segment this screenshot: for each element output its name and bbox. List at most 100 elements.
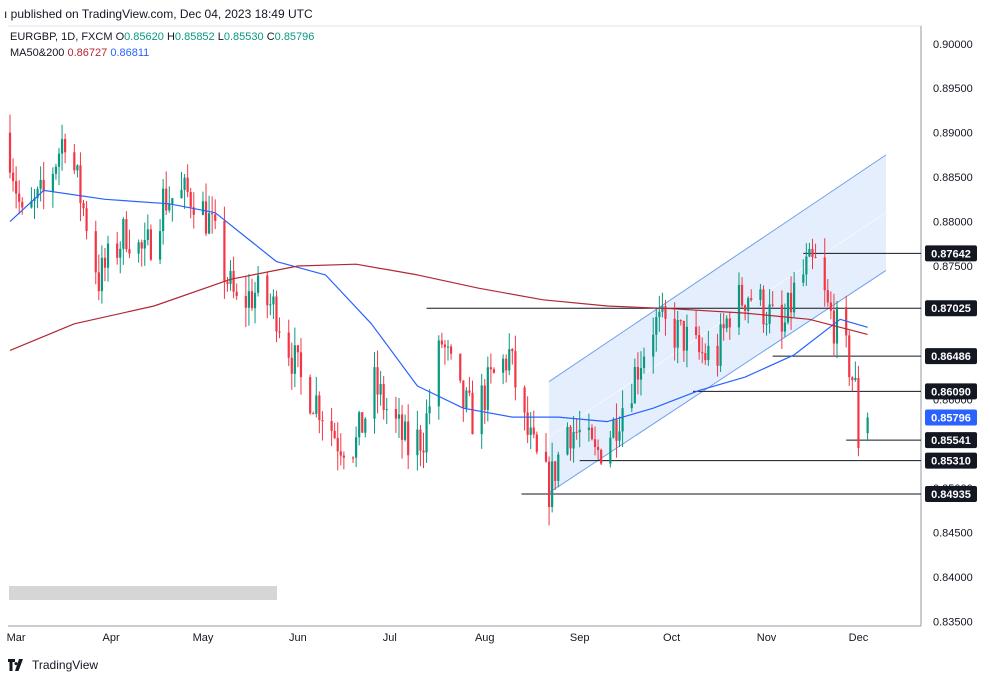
candle-body [486,367,489,410]
candle-body [400,414,404,440]
candle-body [685,326,689,351]
candle-body [211,213,214,215]
candle-body [673,318,676,348]
legend-low-value: 0.85530 [223,31,264,43]
y-tick-label: 0.89000 [933,128,973,140]
candle-body [376,367,379,395]
candle-body [633,366,636,404]
candle-body [250,291,254,309]
candle-body [290,357,293,374]
candle-body [266,275,269,306]
candle-body [514,351,517,388]
candle-body [385,409,388,411]
candle-body [694,326,698,336]
candle-body [707,345,710,361]
candle-body [272,296,275,305]
price-tag-label: 0.87642 [931,248,971,260]
candle-body [330,421,333,431]
price-tag-label: 0.85310 [931,456,971,468]
legend-symbol[interactable]: EURGBP, 1D, FXCM [10,31,113,43]
legend-low-label: L [217,31,224,43]
candle-body [382,384,385,410]
footer-brand[interactable]: TradingView [32,658,99,672]
candle-body [97,272,100,292]
price-tag-label: 0.85796 [931,412,971,424]
legend-ma-label[interactable]: MA50&200 [10,47,65,59]
x-tick-label: Apr [103,632,120,644]
candle-body [471,392,474,435]
candle-body [811,248,814,258]
candle-body [722,324,725,329]
candle-body [85,208,88,232]
ma50-line [9,189,868,423]
candle-body [658,311,661,317]
candle-body [557,454,560,481]
candle-body [786,292,790,323]
legend-open-value: 0.85620 [124,31,164,43]
candle-body [76,165,79,171]
candle-body [446,346,450,348]
legend-high-label: H [166,31,175,43]
candle-body [593,439,597,448]
candle-body [554,461,557,481]
candle-body [468,390,471,393]
price-tag-label: 0.87025 [931,303,971,315]
candle-body [57,153,61,167]
candle-body [449,346,453,354]
candle-body [296,345,300,353]
candle-body [569,426,572,449]
candle-body [459,353,462,381]
candle-body [508,349,511,371]
candle-body [679,320,682,322]
candle-body [826,290,829,303]
candle-body [232,271,235,292]
candle-body [79,165,82,204]
x-tick-label: May [193,632,214,644]
regression-channel [549,154,886,493]
candle-body [373,367,376,419]
candle-body [235,291,238,296]
candle-body [125,219,128,250]
candle-body [737,284,741,328]
candle-body [82,203,85,209]
candle-body [661,306,664,312]
candle-body [630,403,633,409]
candle-body [440,340,443,345]
candle-body [780,304,783,332]
candle-body [100,257,103,292]
price-tag-0-84935 [925,486,977,502]
candle-body [590,427,594,440]
candle-body [137,242,140,254]
candle-body [207,213,211,234]
candle-body [278,331,281,333]
candle-body [768,304,771,324]
price-tag-0-85796 [925,409,977,426]
tradingview-logo-icon[interactable] [8,659,26,671]
candle-body [103,257,107,268]
candle-body [229,271,232,284]
candle-body [854,377,857,381]
candle-body [226,281,229,284]
candle-body [511,349,514,352]
candle-body [505,358,508,371]
candle-body [30,200,33,208]
candle-body [309,377,312,414]
candle-body [336,437,339,452]
candle-body [532,427,535,435]
y-tick-label: 0.88500 [933,172,973,184]
candle-body [728,318,731,328]
candle-body [36,188,39,199]
candle-body [523,387,526,413]
candle-body [443,344,447,348]
candle-body [544,451,548,462]
candle-body [186,177,189,192]
redaction-bar [9,586,277,600]
candle-body [397,414,401,419]
candle-body [379,384,382,395]
candle-body [502,358,505,373]
candle-body [146,229,149,241]
candle-body [168,203,171,211]
candle-body [425,413,428,453]
candle-body [223,220,226,282]
